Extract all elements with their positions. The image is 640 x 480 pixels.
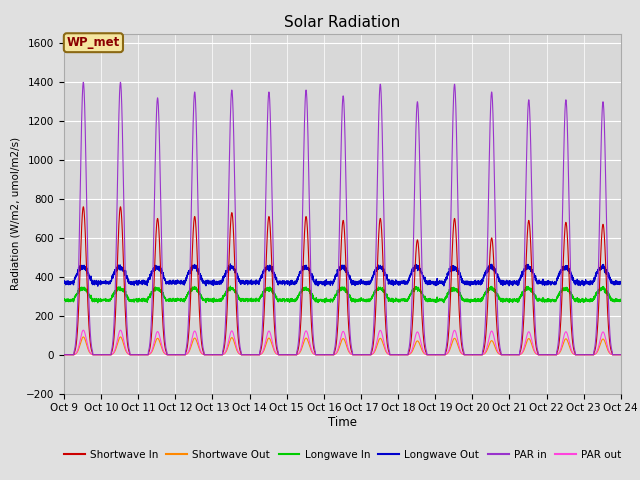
Shortwave Out xyxy=(160,350,168,356)
Longwave In xyxy=(60,297,68,303)
Shortwave Out xyxy=(617,352,625,358)
Longwave In xyxy=(436,297,444,302)
PAR out xyxy=(160,349,168,355)
Shortwave Out xyxy=(79,334,87,340)
Title: Solar Radiation: Solar Radiation xyxy=(284,15,401,30)
PAR in xyxy=(436,352,444,358)
PAR out xyxy=(79,327,87,333)
Text: WP_met: WP_met xyxy=(67,36,120,49)
PAR out xyxy=(467,352,475,358)
Shortwave In xyxy=(60,352,68,358)
PAR in xyxy=(499,352,507,358)
Line: Shortwave Out: Shortwave Out xyxy=(64,337,621,355)
Shortwave In xyxy=(467,352,475,358)
Longwave Out xyxy=(617,280,625,286)
Longwave Out xyxy=(616,279,624,285)
Legend: Shortwave In, Shortwave Out, Longwave In, Longwave Out, PAR in, PAR out: Shortwave In, Shortwave Out, Longwave In… xyxy=(60,445,625,464)
Shortwave In xyxy=(617,352,625,358)
PAR out xyxy=(436,352,444,358)
Shortwave Out xyxy=(60,352,68,358)
PAR in xyxy=(60,352,68,358)
Longwave Out xyxy=(94,283,102,289)
X-axis label: Time: Time xyxy=(328,416,357,429)
Shortwave In xyxy=(322,352,330,358)
Line: Shortwave In: Shortwave In xyxy=(64,207,621,355)
PAR out xyxy=(499,352,507,358)
PAR out xyxy=(616,352,624,358)
Shortwave Out xyxy=(436,352,444,358)
Longwave Out xyxy=(227,261,234,267)
Longwave Out xyxy=(160,275,168,281)
Longwave Out xyxy=(322,281,330,287)
Shortwave Out xyxy=(467,352,475,358)
Longwave In xyxy=(616,297,624,302)
PAR out xyxy=(322,352,330,358)
PAR in xyxy=(160,325,168,331)
Longwave Out xyxy=(436,279,444,285)
Shortwave Out xyxy=(616,352,624,358)
Longwave Out xyxy=(467,280,475,286)
Longwave In xyxy=(617,298,625,303)
PAR in xyxy=(79,79,87,85)
Longwave In xyxy=(94,300,102,306)
Line: Longwave In: Longwave In xyxy=(64,286,621,303)
PAR in xyxy=(467,352,475,358)
Shortwave In xyxy=(79,204,87,210)
Longwave In xyxy=(467,298,475,303)
Longwave In xyxy=(227,283,234,289)
Longwave Out xyxy=(60,279,68,285)
PAR in xyxy=(617,352,625,358)
Shortwave In xyxy=(160,337,168,343)
Longwave In xyxy=(499,300,507,305)
Shortwave Out xyxy=(322,352,330,358)
Shortwave In xyxy=(436,352,444,358)
Line: PAR out: PAR out xyxy=(64,330,621,355)
Line: PAR in: PAR in xyxy=(64,82,621,355)
Longwave In xyxy=(160,294,168,300)
Shortwave Out xyxy=(499,352,507,358)
PAR in xyxy=(616,352,624,358)
PAR out xyxy=(60,352,68,358)
Shortwave In xyxy=(616,352,624,358)
Y-axis label: Radiation (W/m2, umol/m2/s): Radiation (W/m2, umol/m2/s) xyxy=(10,137,20,290)
Shortwave In xyxy=(499,352,507,358)
PAR in xyxy=(322,352,330,358)
Longwave Out xyxy=(499,283,507,288)
Longwave In xyxy=(322,298,330,304)
Line: Longwave Out: Longwave Out xyxy=(64,264,621,286)
PAR out xyxy=(617,352,625,358)
